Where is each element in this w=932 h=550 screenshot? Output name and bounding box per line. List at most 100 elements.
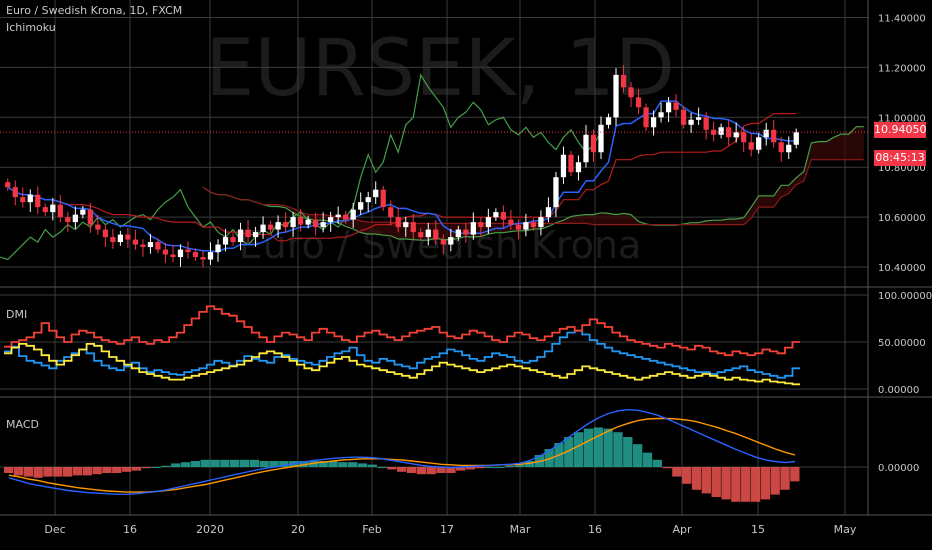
candle-body [102, 229, 109, 238]
macd-histogram-bar [279, 461, 289, 467]
macd-histogram-bar [190, 461, 201, 467]
macd-histogram-bar [691, 467, 702, 490]
macd-histogram-bar [72, 467, 83, 476]
candle-body [350, 209, 356, 220]
watermark-title: EURSEK, 1D [205, 24, 675, 114]
macd-histogram-bar [161, 465, 171, 467]
macd-histogram-bar [406, 467, 417, 473]
dmi-minus-di-line [4, 305, 800, 357]
candle-body [665, 102, 672, 113]
macd-histogram-bar [102, 467, 112, 473]
macd-histogram-bar [711, 467, 721, 497]
candle-body [628, 87, 634, 98]
candle-body [313, 219, 319, 228]
candle-body [673, 102, 679, 110]
candle-body [388, 207, 394, 218]
macd-histogram-bar [259, 461, 269, 467]
candle-body [373, 189, 379, 198]
macd-histogram-bar [544, 449, 554, 467]
candle-body [170, 254, 176, 258]
macd-histogram-bar [662, 467, 672, 469]
candle-body [748, 142, 754, 150]
candle-body [726, 127, 732, 138]
countdown-badge: 08:45:13 [874, 150, 926, 166]
candle-body [290, 217, 296, 228]
candle-body [230, 237, 236, 243]
macd-histogram-bar [318, 461, 328, 467]
macd-histogram-bar [347, 462, 358, 467]
candle-body [711, 129, 717, 135]
candle-body [463, 229, 469, 235]
candle-body [207, 252, 214, 260]
candle-body [267, 224, 274, 230]
candle-body [320, 222, 326, 228]
macd-histogram-bar [357, 463, 368, 467]
macd-histogram-bar [741, 467, 751, 502]
dmi-plus-di-line [4, 329, 800, 379]
x-tick-label: 15 [751, 523, 765, 536]
candle-body [425, 229, 431, 238]
ichimoku-base-line [7, 112, 797, 242]
candle-body [688, 119, 694, 125]
candle-body [140, 244, 146, 248]
candle-body [35, 194, 41, 208]
candle-body [778, 142, 784, 153]
x-tick-label: Dec [44, 523, 65, 536]
candle-body [365, 197, 371, 203]
macd-histogram-bar [515, 464, 525, 467]
x-tick-label: Mar [510, 523, 531, 536]
candle-body [733, 132, 739, 138]
candle-body [42, 207, 48, 213]
macd-histogram-bar [770, 467, 780, 495]
candle-body [237, 229, 244, 243]
candle-body [575, 162, 582, 173]
macd-histogram-bar [367, 464, 377, 467]
macd-histogram-bar [397, 467, 407, 472]
candle-body [185, 249, 191, 253]
macd-histogram-bar [151, 467, 161, 468]
candle-body [110, 237, 116, 243]
macd-histogram-bar [623, 437, 633, 467]
dmi-tick-label: 0.00000 [878, 385, 919, 396]
candle-body [275, 222, 281, 230]
macd-histogram-bar [456, 467, 466, 471]
candle-body [786, 144, 792, 153]
candle-body [635, 97, 642, 108]
macd-histogram-bar [53, 467, 63, 477]
candle-body [590, 134, 597, 153]
macd-histogram-bar [121, 467, 132, 472]
indicator-label-dmi: DMI [6, 308, 28, 321]
macd-histogram-bar [524, 461, 535, 467]
macd-line [8, 408, 796, 495]
macd-histogram-bar [4, 467, 14, 473]
candle-body [695, 117, 702, 120]
macd-histogram-bar [446, 467, 456, 473]
macd-histogram-bar [298, 461, 309, 467]
macd-histogram-bar [593, 427, 603, 467]
candle-body [95, 224, 101, 230]
candle-body [282, 222, 289, 228]
macd-histogram-bar [33, 467, 43, 478]
candle-body [643, 107, 649, 128]
candle-body [260, 224, 266, 233]
candle-body [147, 242, 154, 248]
macd-histogram-bar [721, 467, 731, 500]
macd-histogram-bar [750, 467, 761, 502]
candle-body [680, 109, 687, 125]
candle-body [530, 222, 537, 228]
macd-histogram-bar [485, 467, 495, 468]
macd-histogram-bar [416, 467, 427, 475]
macd-histogram-bar [112, 467, 122, 473]
macd-histogram-bar [269, 461, 279, 467]
candle-body [433, 229, 439, 240]
candle-body [493, 212, 499, 218]
macd-histogram-bar [632, 444, 643, 467]
macd-histogram-bar [436, 467, 446, 473]
macd-histogram-bar [180, 462, 191, 467]
macd-histogram-bar [62, 467, 73, 477]
macd-histogram-bar [141, 467, 151, 469]
x-tick-label: 16 [123, 523, 137, 536]
candle-body [57, 204, 63, 218]
macd-histogram-bar [239, 459, 250, 467]
candle-body [65, 217, 71, 223]
